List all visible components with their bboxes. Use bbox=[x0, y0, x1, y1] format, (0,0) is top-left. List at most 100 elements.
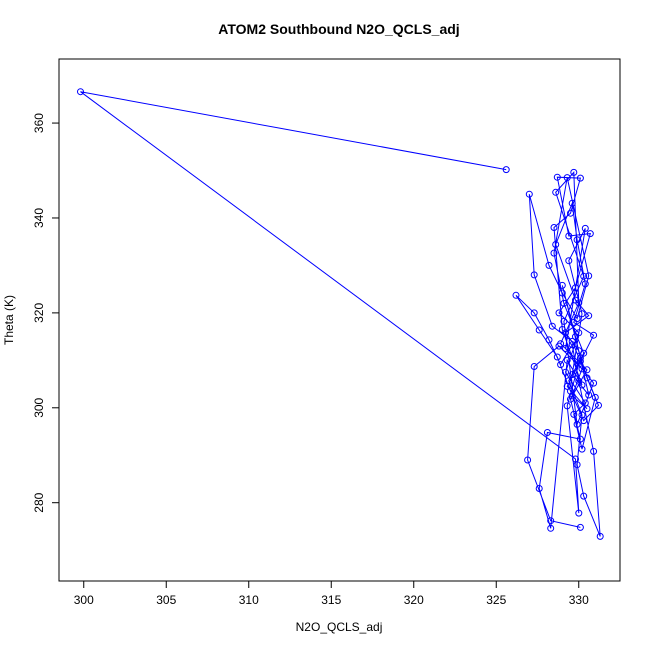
x-tick-label: 315 bbox=[321, 593, 341, 607]
data-point bbox=[576, 435, 584, 443]
series bbox=[77, 88, 604, 540]
data-point bbox=[565, 257, 573, 265]
data-point bbox=[575, 347, 583, 355]
data-point bbox=[568, 199, 576, 207]
data-point bbox=[590, 331, 598, 339]
data-point bbox=[596, 532, 604, 540]
data-point bbox=[572, 284, 579, 292]
data-point bbox=[535, 326, 543, 334]
y-tick-label: 280 bbox=[32, 492, 46, 512]
data-point bbox=[580, 272, 588, 280]
series-line bbox=[80, 91, 601, 537]
data-point bbox=[530, 309, 538, 317]
x-axis: 300 305 310 315 320 325 330 bbox=[74, 580, 589, 607]
data-point bbox=[525, 190, 533, 198]
data-point bbox=[576, 357, 584, 365]
data-point bbox=[547, 524, 555, 532]
data-point bbox=[550, 224, 558, 231]
data-point bbox=[575, 329, 583, 337]
data-point bbox=[578, 310, 586, 318]
data-point bbox=[502, 166, 510, 174]
data-point bbox=[576, 354, 584, 362]
data-point bbox=[570, 168, 578, 176]
data-point bbox=[590, 379, 598, 387]
data-point bbox=[573, 420, 581, 428]
data-point bbox=[595, 401, 602, 409]
plot-frame bbox=[58, 58, 621, 582]
data-point bbox=[567, 209, 574, 217]
data-point bbox=[524, 456, 532, 464]
data-point bbox=[570, 410, 578, 418]
data-point bbox=[552, 188, 560, 196]
data-point bbox=[512, 291, 520, 299]
data-point bbox=[567, 387, 574, 395]
data-point bbox=[572, 296, 579, 304]
y-axis: 280 300 320 340 360 bbox=[32, 113, 60, 513]
data-point bbox=[550, 249, 558, 257]
data-point bbox=[563, 356, 571, 364]
data-point bbox=[586, 230, 594, 238]
data-point bbox=[547, 517, 555, 525]
data-point bbox=[558, 289, 566, 297]
data-point bbox=[77, 88, 84, 96]
data-point bbox=[583, 405, 591, 413]
x-axis-label: N2O_QCLS_adj bbox=[296, 620, 383, 634]
data-point bbox=[591, 393, 599, 401]
data-point bbox=[563, 382, 571, 390]
data-point bbox=[563, 402, 571, 410]
data-point bbox=[562, 345, 569, 352]
data-point bbox=[583, 374, 591, 382]
data-point bbox=[558, 281, 566, 289]
data-point bbox=[557, 361, 565, 369]
data-point bbox=[583, 366, 591, 374]
data-point bbox=[578, 445, 586, 453]
data-point bbox=[581, 224, 589, 232]
y-axis-label: Theta (K) bbox=[2, 295, 16, 345]
data-point bbox=[562, 329, 569, 337]
data-point bbox=[560, 299, 568, 307]
data-point bbox=[568, 371, 576, 379]
x-tick-label: 320 bbox=[404, 593, 424, 607]
data-point bbox=[585, 272, 593, 280]
data-point bbox=[545, 336, 553, 344]
data-point bbox=[573, 461, 581, 469]
data-point bbox=[552, 241, 560, 248]
y-tick-label: 360 bbox=[32, 113, 46, 133]
data-point bbox=[567, 395, 574, 403]
data-point bbox=[543, 429, 551, 436]
data-point bbox=[530, 363, 538, 370]
data-point bbox=[585, 391, 593, 399]
data-point bbox=[563, 174, 571, 182]
chart-title: ATOM2 Southbound N2O_QCLS_adj bbox=[218, 21, 459, 37]
data-point bbox=[573, 236, 581, 244]
x-tick-label: 305 bbox=[156, 593, 176, 607]
data-point bbox=[575, 509, 583, 517]
data-point bbox=[562, 368, 569, 376]
data-point bbox=[576, 523, 584, 531]
data-point bbox=[568, 337, 576, 345]
x-tick-label: 300 bbox=[74, 593, 94, 607]
series-layer bbox=[77, 88, 604, 540]
data-point bbox=[576, 174, 584, 182]
data-point bbox=[575, 377, 583, 385]
data-point bbox=[590, 447, 598, 455]
data-point bbox=[580, 417, 588, 425]
data-point bbox=[568, 341, 576, 349]
data-point bbox=[580, 492, 588, 500]
x-tick-label: 330 bbox=[569, 593, 589, 607]
data-point bbox=[560, 317, 568, 325]
data-point bbox=[535, 485, 543, 492]
y-tick-label: 300 bbox=[32, 397, 46, 417]
data-point bbox=[530, 271, 538, 279]
data-point bbox=[555, 342, 563, 350]
data-point bbox=[581, 280, 589, 288]
data-point bbox=[553, 173, 561, 181]
x-tick-label: 325 bbox=[486, 593, 506, 607]
x-tick-label: 310 bbox=[239, 593, 259, 607]
data-point bbox=[570, 318, 578, 326]
data-point bbox=[555, 309, 563, 317]
data-point bbox=[548, 322, 556, 330]
data-point bbox=[568, 392, 576, 400]
data-point bbox=[545, 261, 553, 269]
